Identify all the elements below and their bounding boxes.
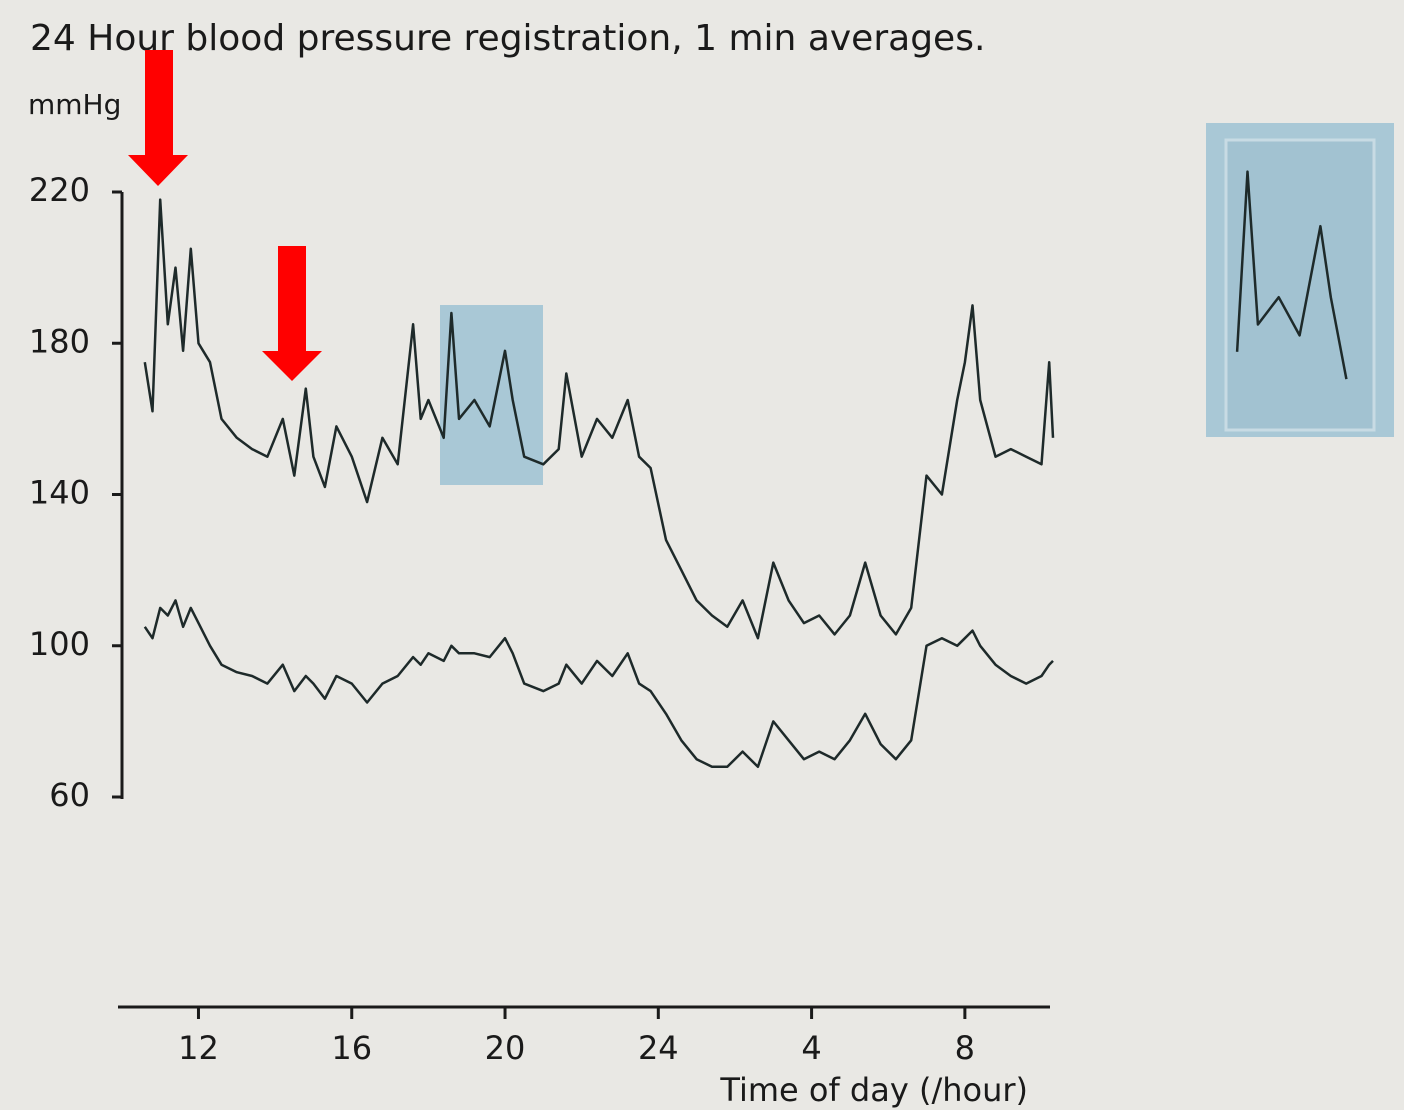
y-tick-label: 60 [49, 776, 90, 814]
arrow-shaft [145, 50, 173, 155]
y-tick-label: 180 [29, 322, 90, 360]
arrow [128, 50, 188, 186]
inset-panel [1224, 138, 1376, 432]
x-tick-label: 16 [331, 1029, 372, 1067]
series-line [143, 599, 1054, 769]
arrow-head [262, 351, 322, 381]
x-tick-label: 20 [485, 1029, 526, 1067]
x-tick-label: 8 [955, 1029, 975, 1067]
x-tick-label: 24 [638, 1029, 679, 1067]
inset-line [1235, 170, 1348, 380]
chart-title: 24 Hour blood pressure registration, 1 m… [30, 18, 985, 59]
y-tick-label: 100 [29, 625, 90, 663]
arrow [262, 246, 322, 381]
y-tick-label: 140 [29, 474, 90, 512]
x-axis-label: Time of day (/hour) [719, 1071, 1028, 1109]
arrow-shaft [278, 246, 306, 351]
arrow-head [128, 155, 188, 186]
y-tick-label: 220 [29, 171, 90, 209]
x-tick-label: 4 [801, 1029, 821, 1067]
x-tick-label: 12 [178, 1029, 219, 1067]
y-axis-label: mmHg [28, 88, 121, 121]
series-line [143, 198, 1055, 640]
